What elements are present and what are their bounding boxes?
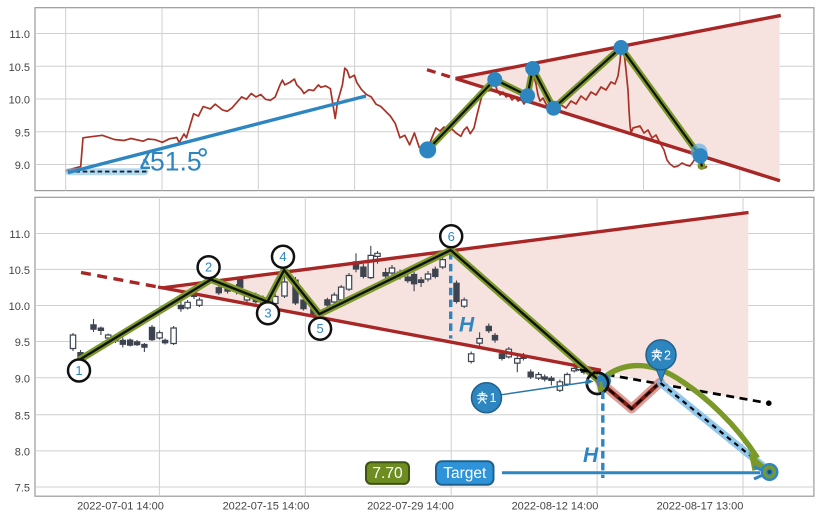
svg-text:2022-08-17 13:00: 2022-08-17 13:00 [657,501,744,513]
svg-text:6: 6 [448,229,455,244]
svg-text:H: H [459,314,475,337]
svg-text:51.5: 51.5 [150,146,202,176]
svg-text:10.0: 10.0 [9,95,30,107]
svg-text:3: 3 [264,306,271,321]
svg-text:10.5: 10.5 [9,62,30,74]
svg-text:1: 1 [75,363,82,378]
svg-text:7.70: 7.70 [372,465,403,482]
svg-text:10.5: 10.5 [9,265,30,277]
svg-text:10.0: 10.0 [9,301,30,313]
svg-text:8.0: 8.0 [15,446,30,458]
svg-text:2: 2 [664,348,671,362]
svg-text:H: H [583,444,599,467]
svg-text:2: 2 [205,260,212,275]
svg-text:1: 1 [490,391,497,405]
svg-text:5: 5 [316,321,323,336]
svg-text:Target: Target [443,465,487,482]
svg-text:8.5: 8.5 [15,410,30,422]
svg-text:11.0: 11.0 [9,229,30,241]
svg-text:9.0: 9.0 [15,160,30,172]
svg-text:4: 4 [279,249,286,264]
svg-text:2022-08-12 14:00: 2022-08-12 14:00 [512,501,599,513]
svg-text:11.0: 11.0 [9,29,30,41]
svg-text:7.5: 7.5 [15,483,30,495]
svg-text:9.5: 9.5 [15,127,30,139]
svg-text:2022-07-01 14:00: 2022-07-01 14:00 [77,501,164,513]
svg-text:9.0: 9.0 [15,373,30,385]
svg-text:2022-07-15 14:00: 2022-07-15 14:00 [223,501,310,513]
svg-text:2022-07-29 14:00: 2022-07-29 14:00 [367,501,454,513]
svg-text:9.5: 9.5 [15,337,30,349]
